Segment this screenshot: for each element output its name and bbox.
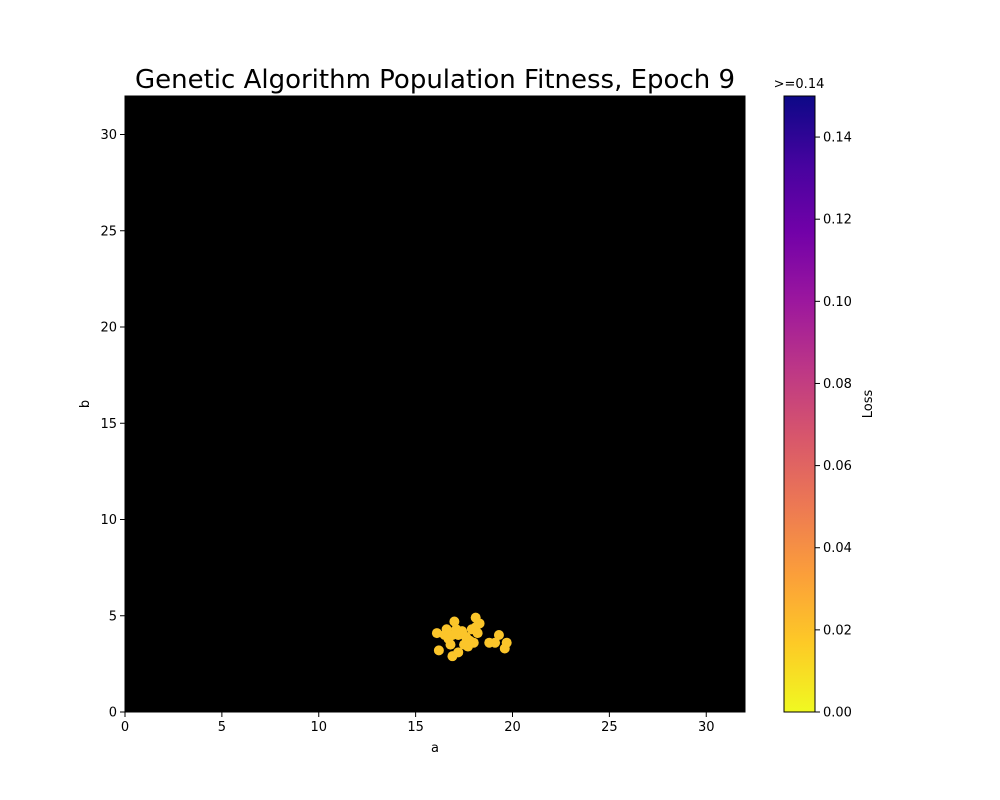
x-tick-label: 0	[121, 720, 129, 735]
y-tick-label: 10	[100, 513, 117, 528]
y-tick-label: 15	[100, 417, 117, 432]
chart-title: Genetic Algorithm Population Fitness, Ep…	[135, 65, 735, 95]
x-tick-label: 25	[601, 720, 618, 735]
scatter-point	[493, 630, 504, 640]
colorbar-tick-label: 0.02	[823, 623, 852, 638]
x-tick-label: 30	[698, 720, 715, 735]
x-tick-label: 5	[218, 720, 226, 735]
y-tick-label: 20	[100, 321, 117, 336]
scatter-point	[449, 616, 460, 627]
plot-frame	[124, 95, 746, 713]
x-tick-label: 15	[407, 720, 424, 735]
scatter-point	[431, 628, 442, 639]
x-axis: 0 5 10 15 20 25 30	[121, 712, 715, 735]
colorbar	[783, 95, 816, 713]
colorbar-tick-label: 0.08	[823, 377, 852, 392]
colorbar-tick-label: 0.10	[823, 295, 852, 310]
y-tick-label: 30	[100, 128, 117, 143]
x-tick-label: 20	[504, 720, 521, 735]
colorbar-tick-label: 0.06	[823, 459, 852, 474]
scatter-point	[490, 637, 501, 648]
colorbar-tick-label: 0.14	[823, 131, 852, 146]
y-tick-label: 25	[100, 224, 117, 239]
y-axis: 0 5 10 15 20 25 30	[100, 128, 125, 721]
scatter-point	[453, 647, 464, 658]
scatter-point	[501, 637, 512, 648]
y-tick-label: 0	[109, 706, 117, 721]
scatter-points	[431, 612, 512, 662]
x-tick-label: 10	[310, 720, 327, 735]
y-tick-label: 5	[109, 609, 117, 624]
colorbar-tick-label: 0.12	[823, 213, 852, 228]
colorbar-tick-label: 0.04	[823, 541, 852, 556]
scatter-point	[445, 639, 456, 650]
colorbar-ticks: 0.00 0.02 0.04 0.06 0.08 0.10 0.12 0.14	[815, 131, 852, 721]
colorbar-tick-label: 0.00	[823, 706, 852, 721]
scatter-point	[474, 618, 485, 629]
scatter-point	[472, 628, 483, 639]
colorbar-label: Loss	[861, 390, 876, 419]
scatter-point	[468, 637, 479, 648]
colorbar-top-label: >=0.14	[774, 77, 825, 92]
plot-area	[125, 96, 745, 712]
x-axis-label: a	[431, 741, 439, 756]
scatter-point	[433, 645, 444, 656]
y-axis-label: b	[78, 400, 93, 408]
